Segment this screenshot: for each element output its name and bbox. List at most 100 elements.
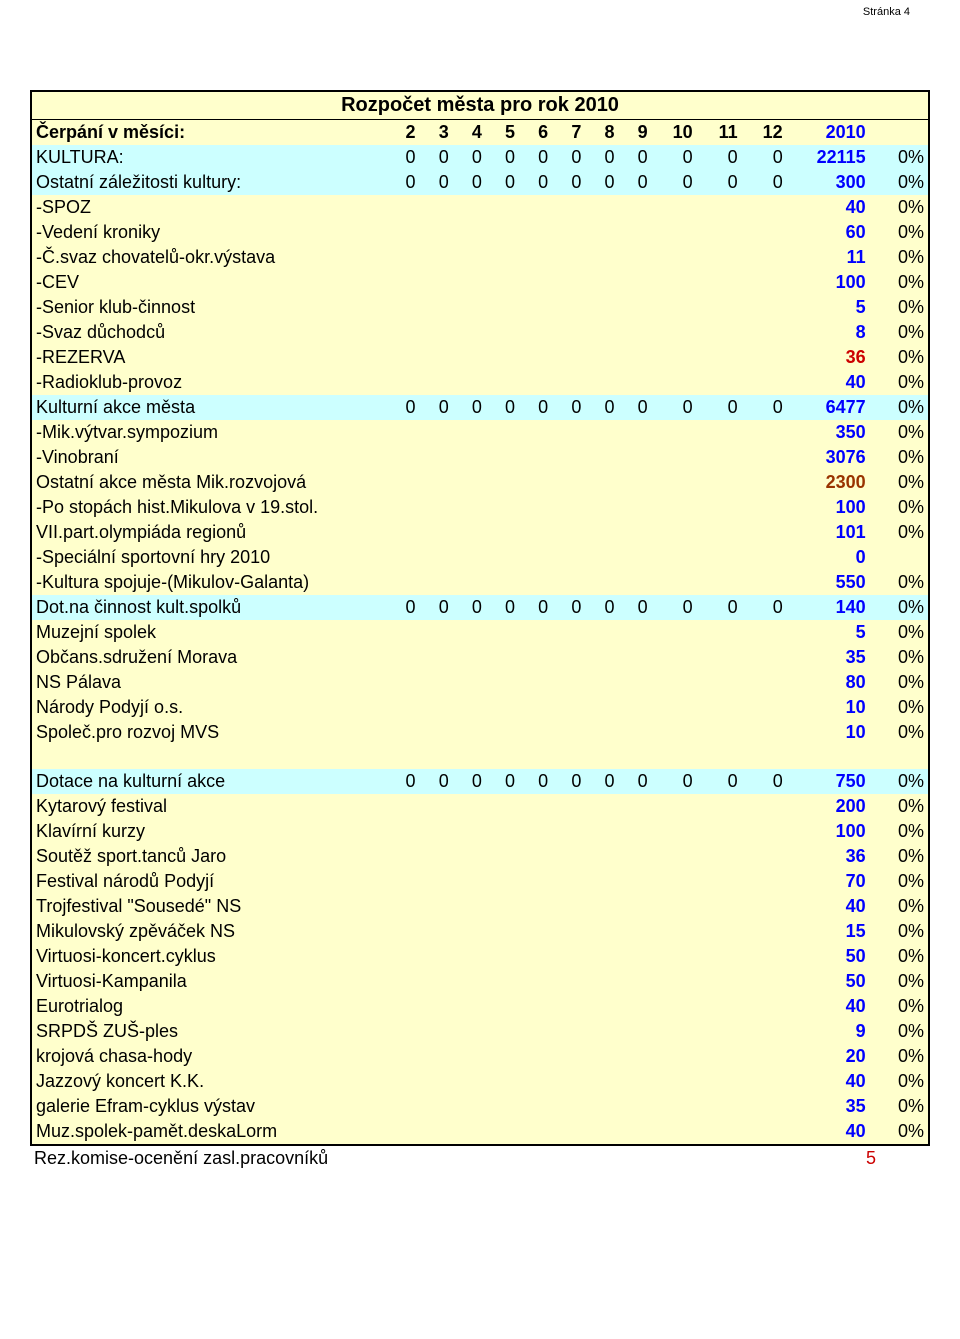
cell-month <box>652 1069 697 1094</box>
row-pct: 0% <box>870 894 929 919</box>
cell-month <box>552 645 585 670</box>
cell-month <box>585 1119 618 1145</box>
row-total: 40 <box>787 1069 870 1094</box>
cell-month: 0 <box>619 395 652 420</box>
cell-month: 0 <box>453 145 486 170</box>
row-total: 5 <box>787 295 870 320</box>
cell-month: 0 <box>519 145 552 170</box>
cell-month <box>652 819 697 844</box>
cell-month: 0 <box>453 769 486 794</box>
cell-month <box>585 919 618 944</box>
cell-month <box>585 470 618 495</box>
row-pct: 0% <box>870 345 929 370</box>
cell-month <box>453 919 486 944</box>
row-pct: 0% <box>870 620 929 645</box>
cell-month: 0 <box>486 145 519 170</box>
row-pct: 0% <box>870 969 929 994</box>
cell-month <box>420 894 453 919</box>
cell-month <box>742 1119 787 1145</box>
cell-month <box>420 844 453 869</box>
cell-month <box>486 270 519 295</box>
cell-month <box>519 894 552 919</box>
cell-month: 0 <box>420 769 453 794</box>
cell-month <box>386 919 419 944</box>
cell-month <box>652 919 697 944</box>
cell-month: 0 <box>742 769 787 794</box>
table-body: KULTURA:00000000000221150%Ostatní záleži… <box>31 145 929 1145</box>
cell-month <box>619 994 652 1019</box>
cell-month <box>652 295 697 320</box>
cell-month <box>453 495 486 520</box>
cell-month <box>742 420 787 445</box>
cell-month: 0 <box>652 395 697 420</box>
cell-month <box>742 894 787 919</box>
table-row: -Mik.výtvar.sympozium3500% <box>31 420 929 445</box>
cell-month <box>386 844 419 869</box>
page-number: Stránka 4 <box>863 6 910 18</box>
cell-month <box>652 844 697 869</box>
row-total: 5 <box>806 1148 876 1169</box>
cell-month <box>486 794 519 819</box>
cell-month <box>486 320 519 345</box>
cell-month <box>697 894 742 919</box>
cell-month <box>453 420 486 445</box>
cell-month <box>619 495 652 520</box>
table-row: -SPOZ400% <box>31 195 929 220</box>
cell-month <box>697 1044 742 1069</box>
cell-month <box>619 1044 652 1069</box>
cell-month: 0 <box>697 170 742 195</box>
cell-month <box>552 245 585 270</box>
cell-month <box>652 695 697 720</box>
col-month: 5 <box>486 120 519 146</box>
row-label: Trojfestival "Sousedé" NS <box>31 894 386 919</box>
cell-month <box>585 420 618 445</box>
cell-month <box>453 969 486 994</box>
row-total: 2300 <box>787 470 870 495</box>
cell-month <box>453 844 486 869</box>
cell-month <box>697 794 742 819</box>
row-total: 200 <box>787 794 870 819</box>
table-row: Virtuosi-koncert.cyklus500% <box>31 944 929 969</box>
cell-month: 0 <box>453 170 486 195</box>
cell-month <box>486 844 519 869</box>
cell-month: 0 <box>585 395 618 420</box>
row-label: Rez.komise-ocenění zasl.pracovníků <box>34 1148 806 1169</box>
row-label: Kulturní akce města <box>31 395 386 420</box>
cell-month <box>386 695 419 720</box>
cell-month <box>652 1119 697 1145</box>
table-row: -Speciální sportovní hry 20100 <box>31 545 929 570</box>
cell-month <box>552 370 585 395</box>
row-total: 40 <box>787 195 870 220</box>
cell-month <box>420 944 453 969</box>
cell-month: 0 <box>386 170 419 195</box>
cell-month <box>697 720 742 745</box>
cell-month <box>585 869 618 894</box>
cell-month <box>519 645 552 670</box>
cell-month <box>519 220 552 245</box>
cell-month <box>742 470 787 495</box>
cell-month <box>420 445 453 470</box>
cell-month <box>486 919 519 944</box>
cell-month <box>697 1069 742 1094</box>
cell-month <box>453 370 486 395</box>
row-total: 36 <box>787 844 870 869</box>
cell-month: 0 <box>486 769 519 794</box>
cell-month <box>697 570 742 595</box>
cell-month <box>697 645 742 670</box>
cell-month <box>519 245 552 270</box>
row-label: -Speciální sportovní hry 2010 <box>31 545 386 570</box>
cell-month <box>619 969 652 994</box>
cell-month: 0 <box>619 769 652 794</box>
cell-month <box>742 370 787 395</box>
row-total: 350 <box>787 420 870 445</box>
cell-month <box>652 1044 697 1069</box>
row-total: 40 <box>787 894 870 919</box>
cell-month <box>742 1094 787 1119</box>
table-row: Dotace na kulturní akce000000000007500% <box>31 769 929 794</box>
cell-month <box>697 370 742 395</box>
cell-month <box>486 245 519 270</box>
cell-month <box>585 545 618 570</box>
cell-month <box>453 270 486 295</box>
row-total: 60 <box>787 220 870 245</box>
row-label: krojová chasa-hody <box>31 1044 386 1069</box>
